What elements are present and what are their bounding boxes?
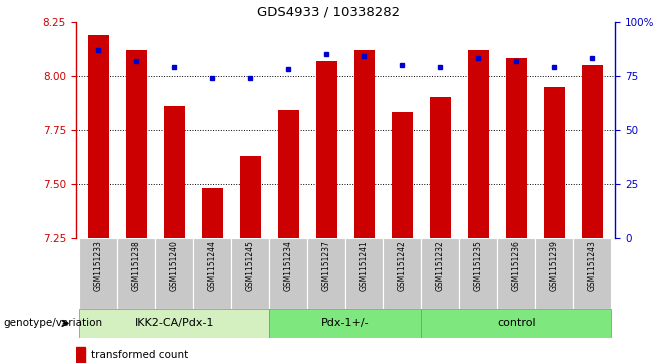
Bar: [164, 106, 185, 238]
Bar: [232, 238, 270, 309]
Bar: [468, 50, 489, 238]
Bar: [421, 238, 459, 309]
Text: GSM1151241: GSM1151241: [360, 240, 369, 291]
Bar: [536, 238, 573, 309]
Bar: [202, 188, 223, 238]
Bar: [345, 238, 384, 309]
Bar: [307, 238, 345, 309]
Bar: [430, 97, 451, 238]
Text: GSM1151232: GSM1151232: [436, 240, 445, 291]
Bar: [278, 110, 299, 238]
Bar: [270, 238, 307, 309]
Text: GSM1151233: GSM1151233: [94, 240, 103, 291]
Bar: [354, 50, 375, 238]
Text: GSM1151242: GSM1151242: [398, 240, 407, 291]
Bar: [88, 35, 109, 238]
Bar: [573, 238, 611, 309]
Text: GSM1151245: GSM1151245: [246, 240, 255, 291]
Text: GSM1151239: GSM1151239: [550, 240, 559, 291]
Bar: [118, 238, 155, 309]
Text: GSM1151234: GSM1151234: [284, 240, 293, 291]
Bar: [582, 65, 603, 238]
Bar: [80, 309, 270, 338]
Text: GSM1151238: GSM1151238: [132, 240, 141, 291]
Bar: [506, 58, 527, 238]
Bar: [155, 238, 193, 309]
Bar: [193, 238, 232, 309]
Text: GSM1151244: GSM1151244: [208, 240, 217, 291]
Text: GSM1151235: GSM1151235: [474, 240, 483, 291]
Text: genotype/variation: genotype/variation: [3, 318, 103, 329]
Text: GSM1151236: GSM1151236: [512, 240, 521, 291]
Bar: [126, 50, 147, 238]
Text: GSM1151240: GSM1151240: [170, 240, 179, 291]
Bar: [459, 238, 497, 309]
Text: IKK2-CA/Pdx-1: IKK2-CA/Pdx-1: [135, 318, 215, 329]
Bar: [240, 156, 261, 238]
Bar: [384, 238, 421, 309]
Bar: [392, 113, 413, 238]
Text: control: control: [497, 318, 536, 329]
Bar: [316, 61, 337, 238]
Bar: [544, 87, 565, 238]
Text: GSM1151243: GSM1151243: [588, 240, 597, 291]
Text: GSM1151237: GSM1151237: [322, 240, 331, 291]
Bar: [497, 238, 536, 309]
Text: GDS4933 / 10338282: GDS4933 / 10338282: [257, 5, 401, 19]
Bar: [80, 238, 118, 309]
Bar: [76, 347, 86, 363]
Bar: [421, 309, 611, 338]
Text: transformed count: transformed count: [91, 350, 188, 360]
Bar: [270, 309, 421, 338]
Text: Pdx-1+/-: Pdx-1+/-: [321, 318, 370, 329]
